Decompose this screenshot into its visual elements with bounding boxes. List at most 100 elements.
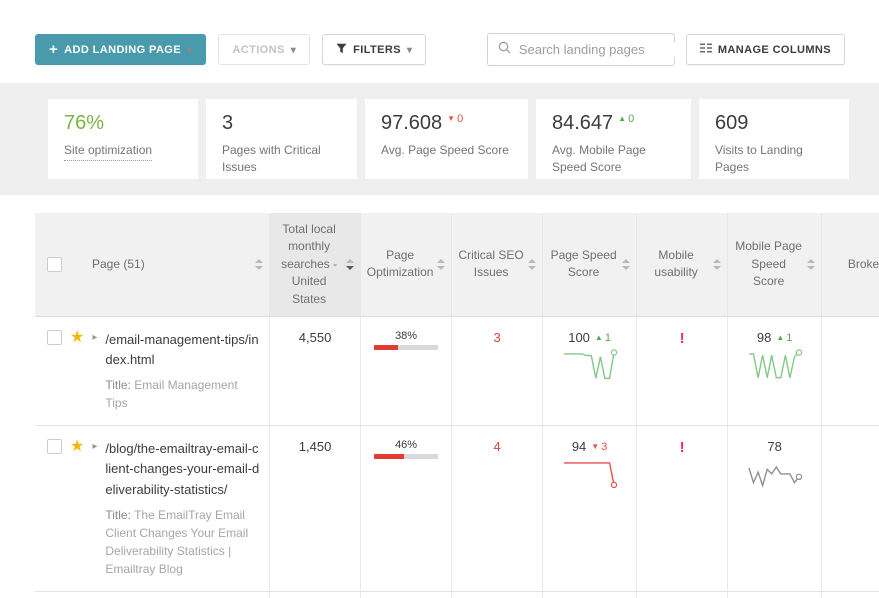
stat-value: 84.647 (552, 112, 614, 134)
filters-label: FILTERS (353, 43, 401, 56)
sort-icon[interactable] (807, 258, 816, 270)
sort-icon[interactable] (346, 258, 355, 270)
optimization-bar (374, 344, 439, 350)
mobile-usability-alert: ! (679, 439, 685, 457)
stat-change: ▲ 0 (618, 113, 634, 125)
sort-icon[interactable] (437, 258, 446, 270)
title-label: Title: (105, 507, 131, 522)
page-speed-sparkline (561, 456, 619, 497)
trend-arrow-icon: ▲ (618, 114, 627, 123)
stat-card-avg-mobile-speed: 84.647 ▲ 0 Avg. Mobile Page Speed Score (536, 99, 691, 179)
critical-issues-value: 4 (493, 439, 501, 455)
mobile-speed-sparkline (746, 347, 804, 388)
page-url-link[interactable]: /blog/the-emailtray-email-client-changes… (105, 441, 260, 497)
stat-value: 97.608 (381, 112, 443, 134)
select-all-checkbox[interactable] (47, 256, 62, 272)
sort-icon[interactable] (622, 258, 631, 270)
stat-label: Pages with Critical Issues (222, 143, 321, 175)
table-row: /smart_email_system.html Title: Using Em… (35, 591, 879, 598)
page-speed-change: ▲ 1 (595, 332, 611, 344)
mobile-speed-change: ▲ 1 (776, 332, 792, 344)
optimization-bar (374, 454, 439, 460)
trend-arrow-icon: ▼ (447, 114, 456, 123)
title-label: Title: (105, 378, 131, 393)
mobile-usability-alert: ! (679, 329, 685, 347)
change-value: 1 (604, 331, 611, 344)
column-header-page-speed-score[interactable]: Page Speed Score (542, 213, 638, 317)
trend-arrow-icon: ▼ (591, 442, 600, 452)
monthly-searches-value: 4,550 (269, 316, 362, 427)
add-landing-page-button[interactable]: ADD LANDING PAGE (35, 34, 207, 65)
actions-button[interactable]: ACTIONS (218, 34, 311, 65)
toolbar: ADD LANDING PAGE ACTIONS FILTERS MANAGE … (35, 33, 845, 66)
sort-icon[interactable] (255, 258, 264, 270)
change-value: 1 (786, 331, 793, 344)
title-text: Email Management Tips (105, 378, 238, 411)
mobile-speed-cell: 78 (746, 439, 804, 497)
column-label: Page Speed Score (550, 248, 617, 280)
manage-columns-button[interactable]: MANAGE COLUMNS (685, 34, 845, 65)
stat-card-visits: 609 Visits to Landing Pages (699, 99, 849, 179)
table-row: /blog/the-emailtray-email-client-changes… (35, 425, 879, 592)
columns-icon (699, 43, 712, 56)
stat-label: Avg. Page Speed Score (381, 143, 509, 157)
stat-label: Avg. Mobile Page Speed Score (552, 143, 646, 175)
change-value: 3 (601, 441, 608, 454)
column-header-mobile-page-speed[interactable]: Mobile Page Speed Score (727, 213, 823, 317)
stat-change: ▼ 0 (447, 113, 463, 125)
favorite-star-icon[interactable] (70, 330, 84, 412)
row-checkbox[interactable] (47, 439, 62, 455)
landing-pages-table: Page (51) Total local monthly searches -… (35, 213, 879, 598)
stat-value: 609 (715, 112, 749, 134)
search-box (486, 33, 695, 66)
trend-arrow-icon: ▲ (594, 332, 603, 342)
column-header-page-optimization[interactable]: Page Optimization (360, 213, 453, 317)
search-input[interactable] (518, 42, 695, 57)
plus-icon (49, 42, 58, 57)
stat-card-site-optimization: 76% Site optimization (48, 99, 198, 179)
stats-band: 76% Site optimization 3 Pages with Criti… (0, 83, 879, 195)
title-text: The EmailTray Email Client Changes Your … (105, 507, 249, 576)
sort-icon[interactable] (528, 258, 537, 270)
search-icon (498, 41, 511, 59)
column-header-critical-seo-issues[interactable]: Critical SEO Issues (451, 213, 544, 317)
optimization-percent: 38% (395, 329, 418, 342)
page-speed-value: 100 (568, 329, 590, 345)
column-header-broken-links[interactable]: Broken Links (821, 213, 879, 317)
page-speed-cell: 100 ▲ 1 (561, 330, 619, 388)
filter-funnel-icon (336, 43, 347, 57)
stat-label: Visits to Landing Pages (715, 143, 803, 175)
sort-icon[interactable] (713, 258, 722, 270)
mobile-speed-value: 98 (756, 329, 772, 345)
trend-arrow-icon: ▲ (776, 332, 785, 342)
mobile-speed-sparkline (746, 456, 804, 497)
expand-caret-icon[interactable] (92, 439, 97, 577)
filters-button[interactable]: FILTERS (322, 34, 427, 65)
stat-value: 3 (222, 112, 234, 134)
optimization-percent: 46% (395, 439, 418, 452)
stat-change-value: 0 (457, 113, 464, 125)
actions-label: ACTIONS (232, 43, 285, 56)
row-checkbox[interactable] (47, 329, 62, 345)
page-optimization-cell: 38% (374, 329, 439, 350)
column-label: Page (51) (92, 256, 145, 271)
column-header-mobile-usability[interactable]: Mobile usability (636, 213, 729, 317)
expand-caret-icon[interactable] (92, 330, 97, 412)
column-header-searches[interactable]: Total local monthly searches - United St… (269, 213, 362, 317)
column-label: Critical SEO Issues (458, 248, 524, 280)
column-label: Total local monthly searches - United St… (281, 222, 338, 306)
column-header-page[interactable]: Page (51) (35, 213, 271, 317)
page-url-link[interactable]: /email-management-tips/index.html (105, 331, 259, 368)
column-label: Page Optimization (366, 248, 434, 280)
add-landing-page-label: ADD LANDING PAGE (64, 43, 181, 56)
stat-card-avg-page-speed: 97.608 ▼ 0 Avg. Page Speed Score (365, 99, 528, 179)
stat-change-value: 0 (628, 113, 635, 125)
favorite-star-icon[interactable] (70, 439, 84, 577)
page-speed-sparkline (561, 347, 619, 388)
column-label: Mobile usability (654, 248, 698, 280)
stat-card-critical-issues: 3 Pages with Critical Issues (206, 99, 357, 179)
monthly-searches-value: 1,450 (269, 425, 362, 592)
stat-label[interactable]: Site optimization (64, 142, 153, 162)
chevron-down-icon (187, 44, 192, 56)
mobile-speed-cell: 98 ▲ 1 (746, 330, 804, 388)
